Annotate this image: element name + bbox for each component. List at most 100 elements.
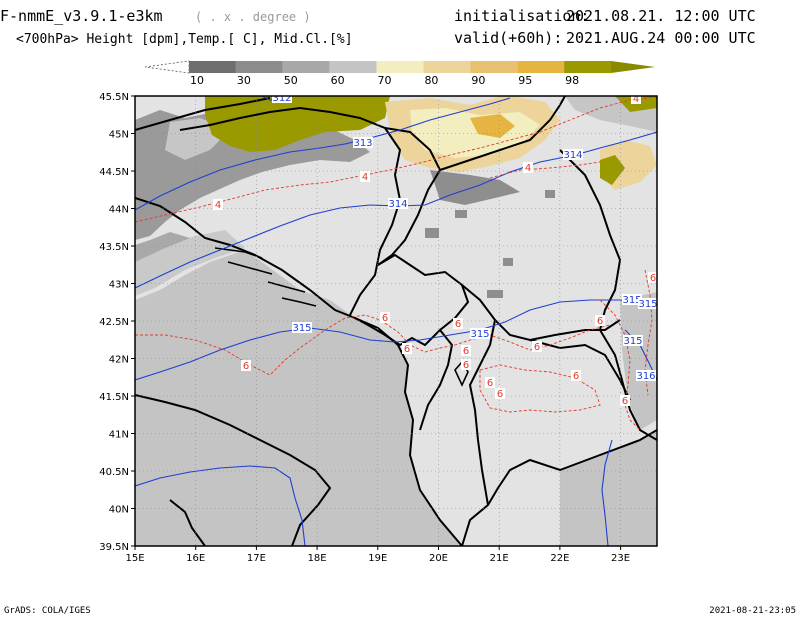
cloud-amber-patch-east (470, 114, 515, 138)
temp-contour-label: 6 (597, 316, 603, 327)
lon-tick-label: 17E (247, 553, 266, 564)
colorbar-segment (282, 61, 330, 73)
temp-contour-label: 4 (633, 94, 639, 105)
plot-subtitle: <700hPa> Height [dpm],Temp.[ C], Mid.Cl.… (16, 32, 353, 47)
coastline-greece-west (461, 429, 657, 546)
valid-label: valid(+60h): (454, 29, 562, 47)
cloud-gray-speck-3 (503, 258, 513, 266)
sea-adriatic-ionian (135, 250, 460, 546)
height-label-bg (470, 328, 490, 339)
height-contour-label: 312 (272, 93, 291, 104)
cloud-gray-patch-east (430, 170, 520, 205)
height-contour-313 (135, 97, 511, 211)
temp-contour-label: 4 (215, 200, 221, 211)
latitude-axis: 45.5N 45N 44.5N 44N 43.5N 43N 42.5N 42N 41.5N 41N… (99, 92, 135, 553)
temp-label-bg (620, 395, 630, 406)
lat-tick-label: 44.5N (99, 167, 129, 178)
colorbar-label: 80 (424, 74, 438, 87)
temp-label-bg (532, 341, 542, 352)
temp-contour-label: 6 (497, 389, 503, 400)
temp-contour-label: 6 (463, 360, 469, 371)
height-contour-315 (135, 299, 657, 381)
lat-tick-label: 43N (109, 280, 129, 291)
temp-contour-4-east (489, 161, 601, 179)
colorbar-label: 70 (378, 74, 392, 87)
height-contour-label: 315 (292, 323, 311, 334)
lat-tick-label: 41.5N (99, 392, 129, 403)
init-value: 2021.08.21. 12:00 UTC (566, 7, 756, 25)
height-label-bg (623, 335, 643, 346)
height-label-bg (353, 137, 373, 148)
cloud-gray-speck-2 (487, 290, 503, 298)
colorbar-left-arrow (144, 60, 190, 74)
temp-label-bg (485, 377, 495, 388)
height-label-bg (388, 198, 408, 209)
height-contour-label: 315 (638, 299, 657, 310)
temp-label-bg (595, 315, 605, 326)
valid-value: 2021.AUG.24 00:00 UTC (566, 29, 756, 47)
lat-tick-label: 45.5N (99, 92, 129, 103)
temp-label-bg (495, 388, 505, 399)
lat-tick-label: 41N (109, 430, 129, 441)
init-label: initialisation: (454, 7, 589, 25)
lat-tick-label: 39.5N (99, 542, 129, 553)
height-contour-label: 314 (388, 199, 407, 210)
temp-contour-6-east (599, 299, 641, 431)
temp-label-bg (213, 199, 223, 210)
temp-label-bg (461, 359, 471, 370)
colorbar-segment (189, 61, 236, 73)
island-brac (227, 261, 273, 275)
lon-tick-label: 20E (429, 553, 448, 564)
height-label-bg (622, 294, 642, 305)
temp-label-bg (453, 318, 463, 329)
longitude-axis: 15E 16E 17E 18E 19E 20E 21E 22E 23E (125, 546, 630, 564)
temp-contour-label: 6 (382, 313, 388, 324)
colorbar-label: 95 (518, 74, 532, 87)
temp-label-bg (648, 272, 657, 283)
cloud-gray-speck-5 (545, 190, 555, 198)
height-contour-label: 315 (622, 295, 641, 306)
colorbar-segment (376, 61, 424, 73)
lat-tick-label: 45N (109, 130, 129, 141)
lat-tick-label: 42N (109, 355, 129, 366)
lon-tick-label: 18E (308, 553, 327, 564)
temp-contour-label: 6 (650, 273, 656, 284)
colorbar-label: 10 (190, 74, 204, 87)
temp-label-bg (523, 162, 533, 173)
height-contour-316 (135, 465, 306, 546)
temp-contour-label: 6 (534, 342, 540, 353)
temp-contour-label: 6 (404, 344, 410, 355)
coastline-italy-east (135, 394, 332, 546)
temp-contour-6-loop (479, 364, 601, 413)
cloud-olive-patch-north (205, 96, 390, 152)
border-greece-bulgaria (529, 339, 631, 401)
temp-contour-label: 6 (243, 361, 249, 372)
height-label-bg (272, 96, 292, 103)
colorbar-label: 98 (565, 74, 579, 87)
temp-contour-label: 4 (362, 172, 368, 183)
lon-tick-label: 22E (550, 553, 569, 564)
temp-label-bg (380, 312, 390, 323)
colorbar-label: 50 (284, 74, 298, 87)
temp-contour-label: 6 (622, 396, 628, 407)
island-korcula (267, 281, 306, 293)
lon-tick-label: 19E (368, 553, 387, 564)
colorbar-label: 90 (471, 74, 485, 87)
lat-tick-label: 43.5N (99, 242, 129, 253)
height-label-bg (563, 149, 583, 160)
lat-tick-label: 40N (109, 505, 129, 516)
temp-contour-label: 6 (463, 346, 469, 357)
temp-contour-label: 6 (455, 319, 461, 330)
colorbar-segment (329, 61, 377, 73)
model-name: F-nmmE_v3.9.1-e3km (0, 7, 163, 25)
temp-label-bg (571, 370, 581, 381)
height-contour-label: 314 (563, 150, 582, 161)
lat-tick-label: 44N (109, 205, 129, 216)
height-label-bg (638, 298, 657, 309)
coastline-italy-heel (169, 499, 206, 546)
cloud-gray-speck-4 (455, 210, 467, 218)
lake-ohrid (454, 360, 469, 387)
